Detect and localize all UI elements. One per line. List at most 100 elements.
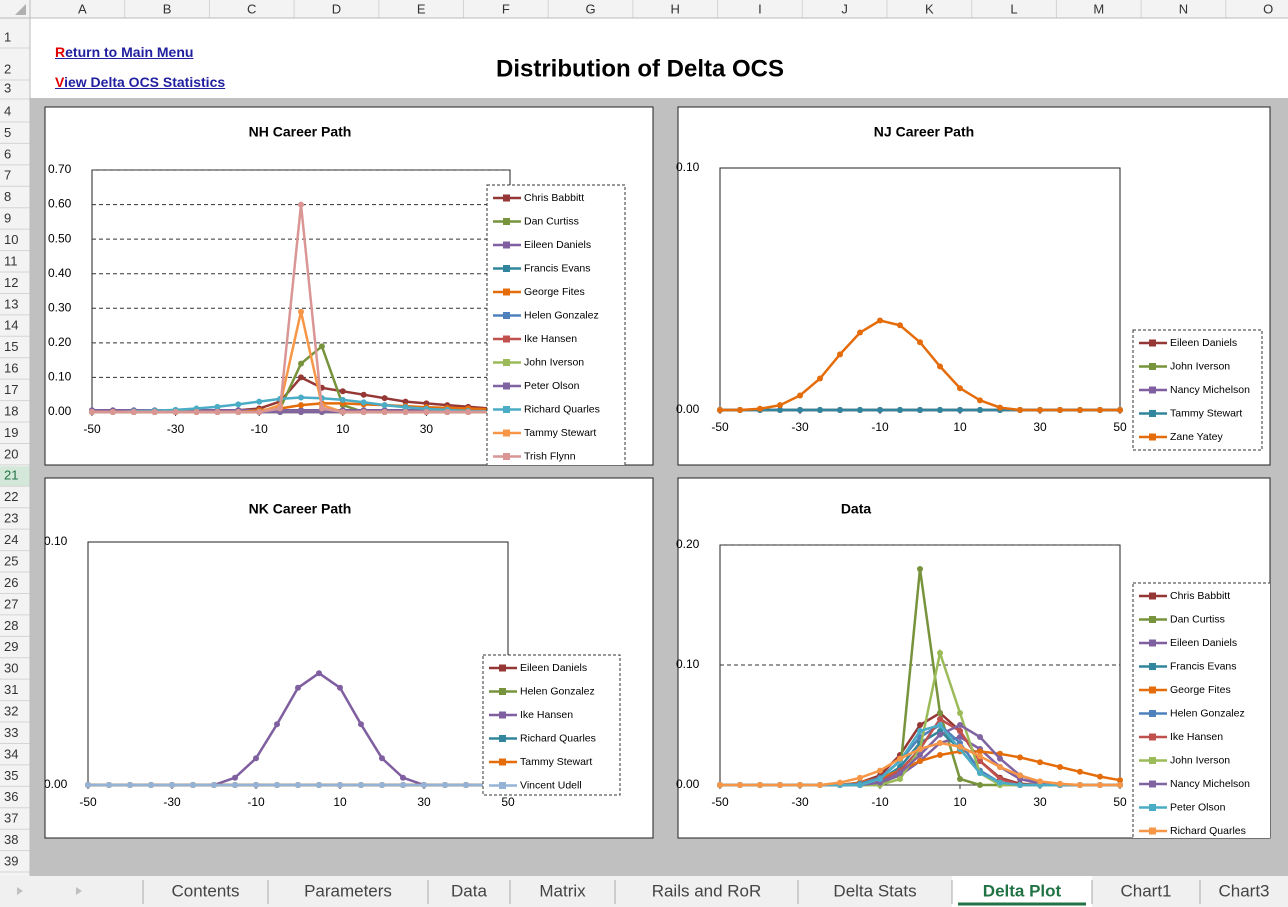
legend: Chris Babbitt Dan Curtiss Eileen Daniels Fr… bbox=[486, 184, 626, 465]
data-point bbox=[1117, 777, 1123, 784]
data-point bbox=[235, 409, 242, 415]
legend-label: John Iverson bbox=[1170, 360, 1230, 372]
data-point bbox=[817, 375, 823, 382]
y-tick-label: 0.20 bbox=[676, 537, 700, 551]
legend-marker bbox=[1149, 339, 1156, 347]
data-point bbox=[877, 407, 883, 413]
legend-marker bbox=[499, 688, 506, 695]
row-header: 26 bbox=[4, 575, 18, 590]
data-point bbox=[917, 566, 923, 572]
sheet-tab[interactable]: Chart1 bbox=[1120, 881, 1171, 900]
data-point bbox=[717, 782, 723, 788]
legend-marker bbox=[1149, 639, 1156, 647]
data-point bbox=[89, 409, 95, 415]
data-point bbox=[797, 407, 803, 413]
data-point bbox=[379, 755, 385, 762]
data-point bbox=[977, 748, 983, 755]
legend-marker bbox=[499, 664, 506, 672]
x-tick-label: -30 bbox=[163, 795, 181, 809]
data-point bbox=[463, 782, 469, 788]
data-point bbox=[917, 746, 923, 752]
data-point bbox=[957, 743, 963, 750]
data-point bbox=[316, 670, 322, 677]
data-point bbox=[339, 409, 346, 415]
sheet-tab[interactable]: Matrix bbox=[539, 881, 586, 900]
data-point bbox=[381, 395, 388, 402]
data-point bbox=[897, 755, 903, 762]
legend-marker bbox=[503, 241, 510, 249]
row-header: 23 bbox=[4, 511, 18, 526]
data-point bbox=[857, 329, 863, 336]
row-header: 3 bbox=[4, 80, 11, 95]
link[interactable]: Return to Main Menu bbox=[55, 44, 194, 60]
tab-scroll-left[interactable] bbox=[17, 887, 23, 895]
data-point bbox=[917, 758, 923, 764]
data-point bbox=[402, 398, 409, 405]
legend-label: Eileen Daniels bbox=[1170, 337, 1237, 349]
legend-label: Peter Olson bbox=[1170, 801, 1226, 813]
column-header: F bbox=[502, 1, 510, 16]
plot-series bbox=[89, 201, 513, 415]
data-point bbox=[442, 782, 448, 788]
column-header: I bbox=[758, 1, 762, 16]
legend-marker bbox=[1149, 410, 1156, 417]
x-tick-label: 50 bbox=[1113, 795, 1127, 809]
sheet-tab[interactable]: Chart3 bbox=[1218, 881, 1269, 900]
data-point bbox=[957, 722, 963, 728]
legend-label: Trish Flynn bbox=[524, 450, 576, 462]
data-point bbox=[318, 405, 325, 412]
data-point bbox=[1117, 407, 1123, 413]
column-header: N bbox=[1179, 1, 1188, 16]
legend-label: Zane Yatey bbox=[1170, 431, 1223, 443]
legend-label: Vincent Udell bbox=[520, 779, 582, 791]
data-point bbox=[957, 728, 963, 734]
tab-scroll-right[interactable] bbox=[76, 887, 82, 895]
data-point bbox=[358, 721, 364, 728]
chart-title: Data bbox=[841, 501, 872, 517]
sheet-tab[interactable]: Delta Stats bbox=[833, 881, 916, 900]
data-point bbox=[877, 317, 883, 324]
data-point bbox=[977, 753, 983, 760]
data-point bbox=[1057, 780, 1063, 787]
data-point bbox=[977, 397, 983, 404]
legend-marker bbox=[503, 382, 510, 390]
sheet-tab[interactable]: Data bbox=[451, 881, 487, 900]
sheet-tab[interactable]: Parameters bbox=[304, 881, 392, 900]
row-header: 17 bbox=[4, 382, 18, 397]
link[interactable]: View Delta OCS Statistics bbox=[55, 74, 226, 90]
row-header: 38 bbox=[4, 832, 18, 847]
legend-label: Richard Quarles bbox=[1170, 825, 1246, 837]
legend-marker bbox=[503, 194, 510, 202]
chart: NJ Career Path 0.00 0.10 -50 -30 -10 10 30 50 Eil… bbox=[676, 106, 1271, 466]
data-point bbox=[937, 752, 943, 758]
data-point bbox=[797, 392, 803, 399]
sheet-tab[interactable]: Contents bbox=[171, 881, 239, 900]
x-tick-label: 50 bbox=[1113, 420, 1127, 434]
sheet-tab[interactable]: Rails and RoR bbox=[652, 881, 762, 900]
data-point bbox=[337, 782, 343, 788]
legend-marker bbox=[503, 453, 510, 460]
data-point bbox=[917, 407, 923, 413]
legend-label: Helen Gonzalez bbox=[1170, 707, 1245, 719]
legend: Eileen Daniels Helen Gonzalez Ike Hansen Ri… bbox=[482, 654, 621, 796]
data-point bbox=[897, 770, 903, 776]
data-point bbox=[817, 407, 823, 413]
data-point bbox=[277, 405, 284, 412]
data-point bbox=[937, 363, 943, 370]
data-point bbox=[130, 409, 137, 415]
select-all[interactable] bbox=[15, 4, 26, 15]
data-point bbox=[897, 322, 903, 329]
data-point bbox=[444, 409, 451, 415]
data-point bbox=[295, 782, 301, 788]
sheet-tab[interactable]: Delta Plot bbox=[983, 881, 1062, 900]
data-point bbox=[937, 722, 943, 728]
legend-label: George Fites bbox=[524, 286, 585, 298]
data-point bbox=[298, 394, 304, 401]
column-header: J bbox=[841, 1, 848, 16]
data-point bbox=[1057, 407, 1063, 413]
data-point bbox=[857, 407, 863, 413]
data-point bbox=[817, 782, 823, 788]
data-point bbox=[256, 398, 263, 405]
